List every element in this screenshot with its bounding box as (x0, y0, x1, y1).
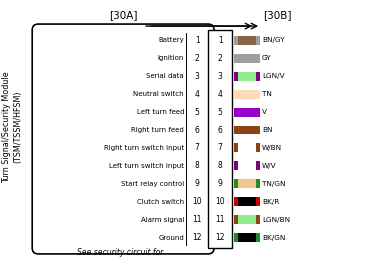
Text: 7: 7 (218, 143, 223, 152)
Bar (238, 108, 256, 117)
Text: 5: 5 (195, 108, 200, 117)
Text: Clutch switch: Clutch switch (137, 199, 184, 205)
Text: Left turn feed: Left turn feed (137, 109, 184, 115)
Text: 3: 3 (195, 72, 200, 81)
Text: 12: 12 (215, 233, 225, 242)
Text: 9: 9 (218, 179, 223, 188)
Bar (256, 54, 260, 63)
Text: LGN/BN: LGN/BN (262, 217, 290, 223)
Bar (238, 233, 256, 242)
Text: TN/GN: TN/GN (262, 181, 286, 187)
Bar (234, 72, 238, 81)
Text: Right turn switch input: Right turn switch input (104, 145, 184, 151)
Bar (256, 126, 260, 135)
Text: Alarm signal: Alarm signal (141, 217, 184, 223)
Text: Left turn switch input: Left turn switch input (109, 163, 184, 169)
Bar (234, 215, 238, 224)
Bar (234, 90, 238, 99)
Bar (238, 72, 256, 81)
Text: [30B]: [30B] (263, 10, 291, 20)
Bar (234, 179, 238, 188)
Bar (256, 90, 260, 99)
Text: Serial data: Serial data (147, 73, 184, 79)
Bar (238, 197, 256, 206)
Bar (256, 215, 260, 224)
Text: 3: 3 (218, 72, 223, 81)
Bar (208, 30, 232, 248)
Text: W/BN: W/BN (262, 145, 282, 151)
Bar (238, 36, 256, 45)
Text: 6: 6 (195, 126, 200, 135)
Bar (238, 179, 256, 188)
Text: 1: 1 (218, 36, 222, 45)
Text: 11: 11 (215, 215, 225, 224)
Text: TN: TN (262, 91, 272, 97)
Text: LGN/V: LGN/V (262, 73, 285, 79)
Bar (256, 233, 260, 242)
Text: 2: 2 (195, 54, 200, 63)
Bar (256, 179, 260, 188)
Text: W/V: W/V (262, 163, 277, 169)
Bar (234, 233, 238, 242)
Bar (234, 143, 238, 152)
Text: V: V (262, 109, 267, 115)
Text: 10: 10 (215, 197, 225, 206)
Text: 4: 4 (195, 90, 200, 99)
Text: 11: 11 (192, 215, 202, 224)
Bar (234, 36, 238, 45)
Bar (238, 126, 256, 135)
Text: Neutral switch: Neutral switch (134, 91, 184, 97)
Text: GY: GY (262, 55, 272, 61)
Bar (238, 54, 256, 63)
Text: BK/GN: BK/GN (262, 235, 285, 241)
Text: See security circuit for: See security circuit for (77, 248, 163, 257)
Text: BK/R: BK/R (262, 199, 279, 205)
Text: BN/GY: BN/GY (262, 37, 285, 43)
Bar (238, 143, 256, 152)
Text: Battery: Battery (159, 37, 184, 43)
Bar (256, 143, 260, 152)
Text: Ground: Ground (159, 235, 184, 241)
Text: BN: BN (262, 127, 273, 133)
Text: 2: 2 (218, 54, 222, 63)
Bar (234, 161, 238, 170)
Bar (256, 197, 260, 206)
FancyBboxPatch shape (32, 24, 214, 254)
Bar (256, 72, 260, 81)
Bar (238, 90, 256, 99)
Text: 9: 9 (195, 179, 200, 188)
Text: 7: 7 (195, 143, 200, 152)
Bar (234, 126, 238, 135)
Text: [30A]: [30A] (109, 10, 137, 20)
Text: Ignition: Ignition (158, 55, 184, 61)
Text: 10: 10 (192, 197, 202, 206)
Bar (238, 161, 256, 170)
Bar (256, 161, 260, 170)
Text: Right turn feed: Right turn feed (131, 127, 184, 133)
Text: 5: 5 (218, 108, 223, 117)
Text: Turn Signal/Security Module
(TSM/TSSM/HFSM): Turn Signal/Security Module (TSM/TSSM/HF… (2, 71, 23, 183)
Bar (234, 108, 238, 117)
Text: 12: 12 (192, 233, 202, 242)
Text: 8: 8 (218, 161, 222, 170)
Text: 6: 6 (218, 126, 223, 135)
Bar (238, 215, 256, 224)
Bar (234, 54, 238, 63)
Bar (256, 36, 260, 45)
Text: 4: 4 (218, 90, 223, 99)
Text: Start relay control: Start relay control (121, 181, 184, 187)
Text: 8: 8 (195, 161, 200, 170)
Bar (256, 108, 260, 117)
Bar (234, 197, 238, 206)
Text: 1: 1 (195, 36, 200, 45)
